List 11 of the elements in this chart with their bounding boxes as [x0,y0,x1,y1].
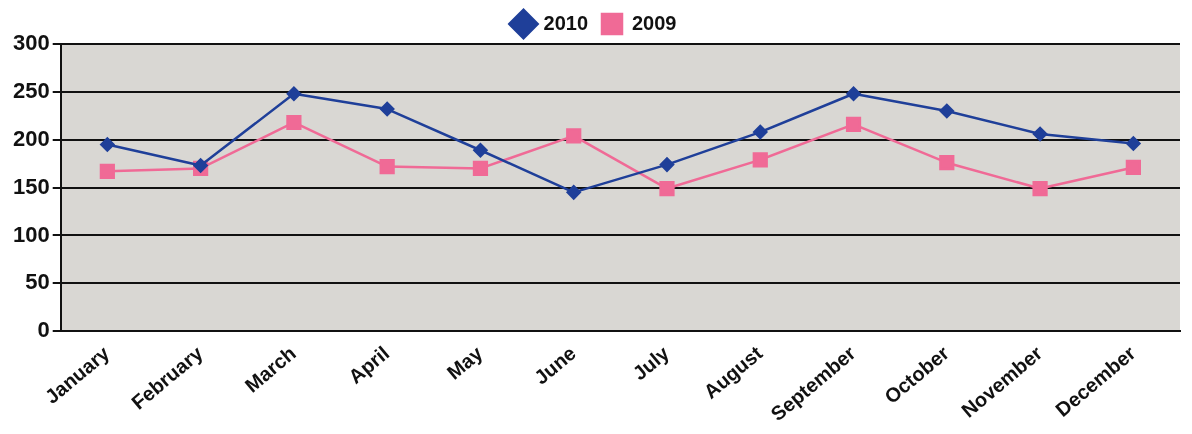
y-tick-label: 150 [12,173,50,199]
y-tick-label: 300 [12,30,50,56]
legend-label: 2010 [543,11,589,34]
y-tick-label: 100 [12,221,50,247]
x-tick-label: July [628,341,674,385]
legend-label: 2009 [632,11,677,34]
x-tick-label: May [442,341,487,384]
y-tick-label: 250 [12,77,50,103]
y-tick-label: 50 [25,269,50,295]
y-tick-label: 200 [12,125,50,151]
y-tick-label: 0 [37,317,50,343]
